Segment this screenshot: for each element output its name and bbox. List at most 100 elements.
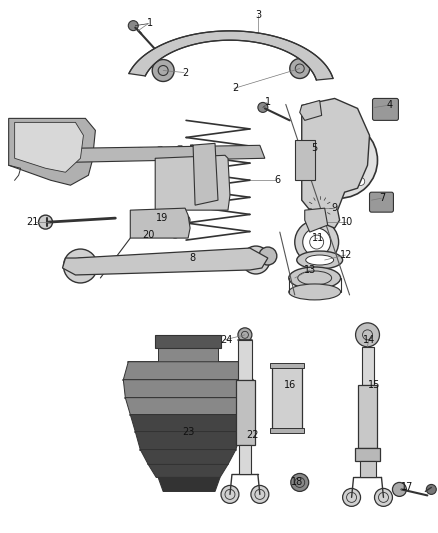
Polygon shape [124,362,253,379]
Polygon shape [140,449,236,464]
Text: 10: 10 [340,217,353,227]
Polygon shape [135,432,241,449]
Polygon shape [272,365,302,430]
Circle shape [180,215,190,225]
Polygon shape [158,348,218,362]
Polygon shape [270,427,304,433]
Circle shape [155,215,169,229]
Circle shape [259,247,277,265]
Circle shape [242,246,270,274]
Text: 5: 5 [311,143,318,154]
Text: 22: 22 [247,430,259,440]
Text: 23: 23 [182,426,194,437]
Text: 6: 6 [275,175,281,185]
Polygon shape [148,464,228,478]
Polygon shape [361,347,374,385]
Circle shape [314,135,322,143]
Circle shape [96,149,104,157]
Circle shape [156,147,164,154]
Text: 1: 1 [147,18,153,28]
Circle shape [251,486,269,503]
Circle shape [426,484,436,495]
Ellipse shape [289,267,341,289]
Text: 3: 3 [255,10,261,20]
Text: 1: 1 [265,98,271,108]
FancyBboxPatch shape [372,99,399,120]
Polygon shape [236,379,255,445]
Polygon shape [302,99,370,228]
Polygon shape [238,340,252,379]
Circle shape [356,323,379,347]
Polygon shape [158,478,220,491]
Circle shape [374,488,392,506]
Text: 13: 13 [304,265,316,275]
Text: 20: 20 [142,230,155,240]
Text: 21: 21 [26,217,39,227]
Circle shape [117,148,124,156]
Circle shape [176,146,184,154]
Circle shape [302,123,378,198]
Text: 2: 2 [182,68,188,77]
Circle shape [311,213,328,231]
Circle shape [152,60,174,82]
Polygon shape [355,448,381,462]
Polygon shape [9,118,95,185]
Text: 17: 17 [401,482,413,492]
Circle shape [291,473,309,491]
Circle shape [169,226,181,238]
Polygon shape [124,379,253,398]
Text: 14: 14 [364,335,376,345]
Text: 16: 16 [284,379,296,390]
Polygon shape [295,140,314,180]
Text: 11: 11 [311,233,324,243]
Polygon shape [360,462,375,478]
Ellipse shape [297,251,343,269]
Circle shape [128,21,138,30]
Polygon shape [270,363,304,368]
Text: 19: 19 [156,213,168,223]
Circle shape [136,147,144,155]
Text: 2: 2 [232,84,238,93]
Circle shape [314,135,364,185]
Circle shape [39,215,53,229]
Polygon shape [63,248,268,275]
Polygon shape [71,146,265,162]
Circle shape [295,220,339,264]
Polygon shape [190,143,218,205]
Circle shape [392,482,406,496]
Circle shape [314,177,322,185]
Circle shape [357,177,365,185]
Polygon shape [239,445,251,474]
Circle shape [343,488,360,506]
Text: 12: 12 [340,250,353,260]
Text: 18: 18 [291,478,303,488]
Text: 8: 8 [189,253,195,263]
Text: 7: 7 [379,193,385,203]
Polygon shape [130,208,190,238]
Circle shape [357,135,365,143]
Polygon shape [130,415,246,432]
Polygon shape [300,100,321,120]
Ellipse shape [289,284,341,300]
Polygon shape [305,208,328,232]
Ellipse shape [306,255,334,265]
Circle shape [303,228,331,256]
Circle shape [309,197,331,219]
Polygon shape [155,155,230,210]
Text: 9: 9 [332,203,338,213]
Text: 4: 4 [386,100,392,110]
Text: 24: 24 [220,335,232,345]
Polygon shape [125,398,251,415]
Polygon shape [14,123,83,172]
Polygon shape [357,385,378,448]
Circle shape [290,59,310,78]
Circle shape [196,146,204,154]
Circle shape [221,486,239,503]
Circle shape [172,172,188,188]
Polygon shape [155,335,221,348]
Circle shape [258,102,268,112]
FancyBboxPatch shape [370,192,393,212]
Text: 15: 15 [368,379,381,390]
Circle shape [64,249,97,283]
Circle shape [238,328,252,342]
